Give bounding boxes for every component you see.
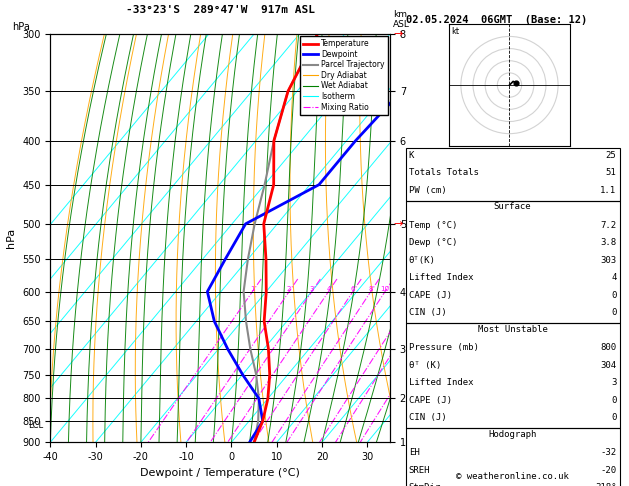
Text: CIN (J): CIN (J): [409, 308, 447, 317]
Text: SREH: SREH: [409, 466, 430, 475]
Text: 3: 3: [611, 378, 616, 387]
Text: →: →: [393, 219, 403, 229]
Text: Temp (°C): Temp (°C): [409, 221, 457, 230]
Text: Dewp (°C): Dewp (°C): [409, 238, 457, 247]
Text: kt: kt: [451, 27, 459, 36]
Text: →: →: [393, 29, 403, 39]
Text: Most Unstable: Most Unstable: [477, 325, 548, 334]
X-axis label: Dewpoint / Temperature (°C): Dewpoint / Temperature (°C): [140, 468, 300, 478]
Text: 1: 1: [250, 286, 255, 292]
Text: 7.2: 7.2: [600, 221, 616, 230]
Text: Totals Totals: Totals Totals: [409, 168, 479, 177]
Text: StmDir: StmDir: [409, 483, 441, 486]
Text: 51: 51: [606, 168, 616, 177]
Text: 4: 4: [326, 286, 331, 292]
Text: -20: -20: [600, 466, 616, 475]
Text: Hodograph: Hodograph: [489, 430, 537, 439]
Text: θᵀ(K): θᵀ(K): [409, 256, 436, 265]
Text: 25: 25: [606, 151, 616, 160]
Text: LCL: LCL: [28, 421, 43, 430]
Text: CAPE (J): CAPE (J): [409, 396, 452, 405]
Text: 4: 4: [611, 273, 616, 282]
Text: 0: 0: [611, 396, 616, 405]
Text: 8: 8: [369, 286, 373, 292]
Text: EH: EH: [409, 448, 420, 457]
Text: 10: 10: [381, 286, 389, 292]
Text: © weatheronline.co.uk: © weatheronline.co.uk: [456, 472, 569, 481]
Point: [511, 79, 521, 87]
Text: CIN (J): CIN (J): [409, 413, 447, 422]
Text: PW (cm): PW (cm): [409, 186, 447, 195]
Text: Pressure (mb): Pressure (mb): [409, 343, 479, 352]
Text: 3.8: 3.8: [600, 238, 616, 247]
Text: 2: 2: [287, 286, 291, 292]
Text: hPa: hPa: [13, 21, 30, 32]
Text: 0: 0: [611, 413, 616, 422]
Text: -33°23'S  289°47'W  917m ASL: -33°23'S 289°47'W 917m ASL: [126, 4, 314, 15]
Text: km
ASL: km ASL: [393, 10, 410, 29]
Text: Lifted Index: Lifted Index: [409, 378, 474, 387]
Legend: Temperature, Dewpoint, Parcel Trajectory, Dry Adiabat, Wet Adiabat, Isotherm, Mi: Temperature, Dewpoint, Parcel Trajectory…: [300, 36, 387, 115]
Text: 3: 3: [309, 286, 314, 292]
Text: Lifted Index: Lifted Index: [409, 273, 474, 282]
Text: 304: 304: [600, 361, 616, 370]
Text: K: K: [409, 151, 415, 160]
Y-axis label: hPa: hPa: [6, 228, 16, 248]
Text: 800: 800: [600, 343, 616, 352]
Text: 02.05.2024  06GMT  (Base: 12): 02.05.2024 06GMT (Base: 12): [406, 15, 587, 25]
Text: CAPE (J): CAPE (J): [409, 291, 452, 300]
Text: -32: -32: [600, 448, 616, 457]
Text: 0: 0: [611, 308, 616, 317]
Text: θᵀ (K): θᵀ (K): [409, 361, 441, 370]
Text: Surface: Surface: [494, 203, 532, 211]
Text: 318°: 318°: [595, 483, 616, 486]
Text: 0: 0: [611, 291, 616, 300]
Text: 303: 303: [600, 256, 616, 265]
Text: 1.1: 1.1: [600, 186, 616, 195]
Text: 6: 6: [350, 286, 355, 292]
